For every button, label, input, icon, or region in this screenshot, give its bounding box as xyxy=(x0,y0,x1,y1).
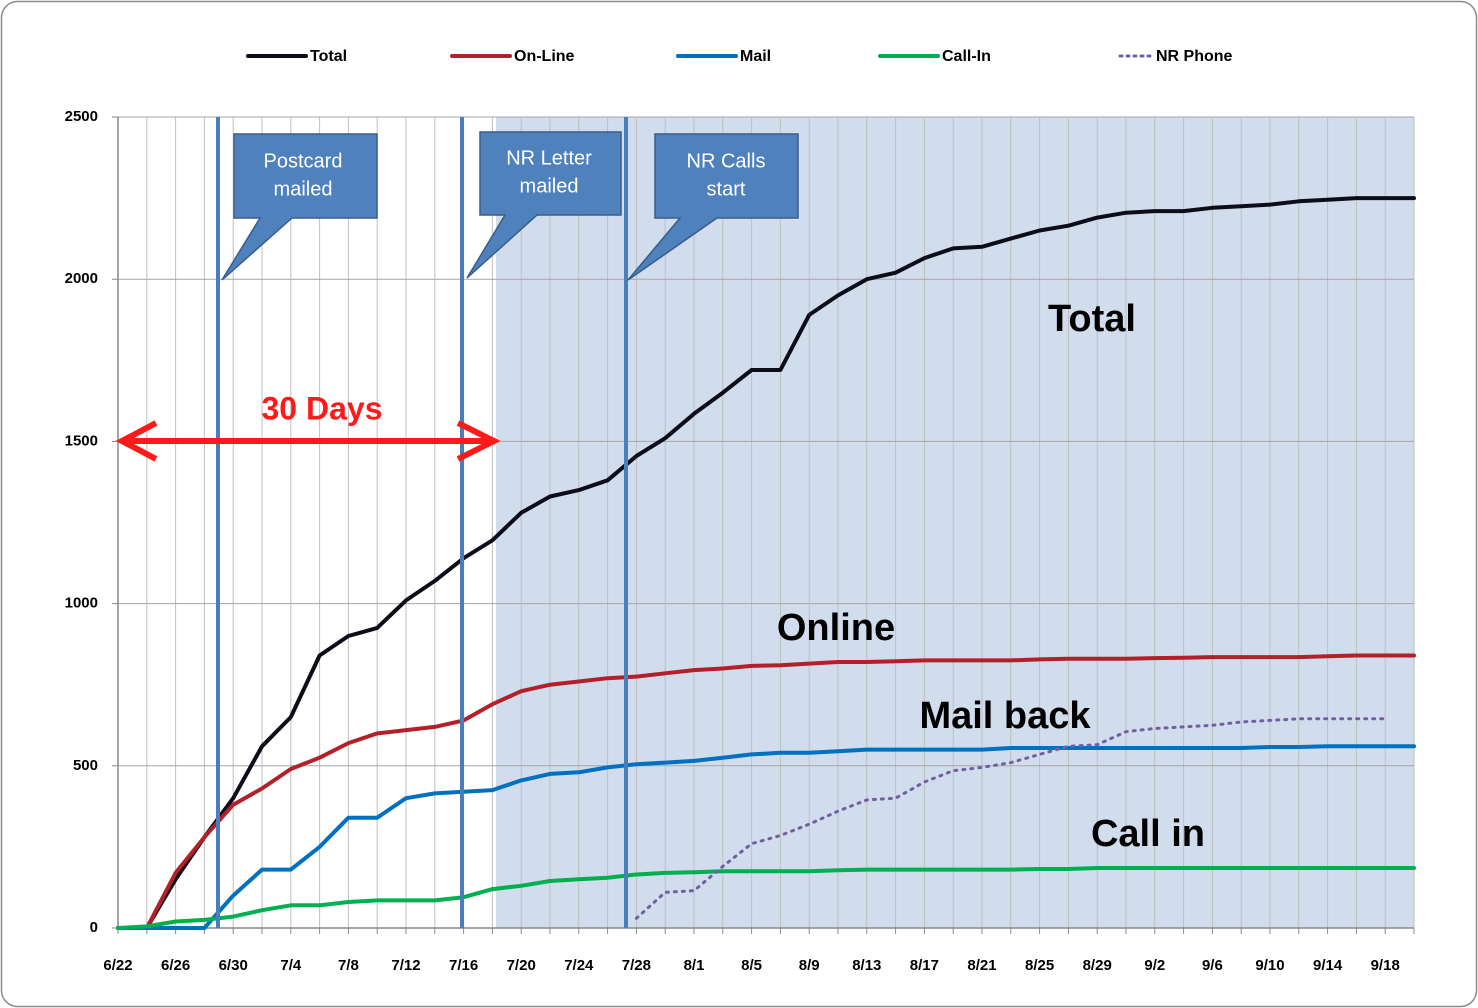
x-tick-label: 9/10 xyxy=(1255,957,1284,974)
series-annotation: Mail back xyxy=(919,695,1091,737)
callout-text: NR Letter xyxy=(506,147,592,169)
x-tick-label: 8/21 xyxy=(967,957,996,974)
callout-text: NR Calls xyxy=(687,150,766,172)
legend-label: Total xyxy=(310,48,347,65)
series-annotation: Call in xyxy=(1091,813,1205,855)
x-tick-label: 7/12 xyxy=(391,957,420,974)
marks: Total On-Line Mail Call-In NR Phone xyxy=(116,48,1416,930)
x-tick-label: 8/29 xyxy=(1083,957,1112,974)
callout-box xyxy=(221,133,378,281)
x-tick-label: 7/20 xyxy=(507,957,536,974)
series-annotation: Online xyxy=(777,607,895,649)
x-tick-label: 7/16 xyxy=(449,957,478,974)
x-tick-label: 7/4 xyxy=(280,957,302,974)
x-tick-label: 9/14 xyxy=(1313,957,1343,974)
series-line xyxy=(116,196,1416,930)
x-tick-label: 7/28 xyxy=(622,957,651,974)
series-annotation: Total xyxy=(1048,298,1136,340)
x-tick-label: 9/2 xyxy=(1144,957,1165,974)
span-label: 30 Days xyxy=(262,390,383,426)
x-tick-label: 6/30 xyxy=(219,957,248,974)
legend-label: NR Phone xyxy=(1156,48,1233,65)
legend-label: On-Line xyxy=(514,48,575,65)
x-tick-label: 9/18 xyxy=(1371,957,1400,974)
callout-text: mailed xyxy=(520,175,579,197)
legend-label: Mail xyxy=(740,48,771,65)
x-tick-label: 7/24 xyxy=(564,957,594,974)
span-arrow xyxy=(115,420,501,462)
y-tick-label: 1500 xyxy=(65,432,98,449)
x-tick-label: 8/13 xyxy=(852,957,881,974)
series-line xyxy=(634,717,1387,920)
callout-box xyxy=(627,133,799,281)
series-line xyxy=(116,866,1416,930)
y-tick-label: 2500 xyxy=(65,108,98,125)
x-tick-label: 6/22 xyxy=(103,957,132,974)
x-tick-label: 7/8 xyxy=(338,957,359,974)
y-tick-label: 0 xyxy=(90,919,98,936)
annotations: Postcard mailed NR Letter mailed NR Call… xyxy=(115,117,1205,928)
plot-area: 6/22 6/26 6/30 7/4 7/8 7/12 7/16 7/20 7/24 7/28 8/… xyxy=(65,108,1415,974)
legend-label: Call-In xyxy=(942,48,991,65)
x-tick-label: 8/5 xyxy=(741,957,762,974)
y-tick-label: 1000 xyxy=(65,595,98,612)
x-tick-label: 8/25 xyxy=(1025,957,1054,974)
series-line xyxy=(116,653,1416,930)
callout-text: start xyxy=(707,178,746,200)
callout-box xyxy=(466,131,622,279)
callout-text: Postcard xyxy=(264,150,343,172)
y-tick-label: 500 xyxy=(73,757,98,774)
x-tick-label: 9/6 xyxy=(1202,957,1223,974)
series-line xyxy=(116,744,1416,930)
shaded-period xyxy=(496,117,1414,928)
x-tick-label: 8/1 xyxy=(684,957,705,974)
x-tick-label: 8/9 xyxy=(799,957,820,974)
x-tick-label: 8/17 xyxy=(910,957,939,974)
y-tick-label: 2000 xyxy=(65,270,98,287)
x-tick-label: 6/26 xyxy=(161,957,190,974)
callout-text: mailed xyxy=(274,178,333,200)
